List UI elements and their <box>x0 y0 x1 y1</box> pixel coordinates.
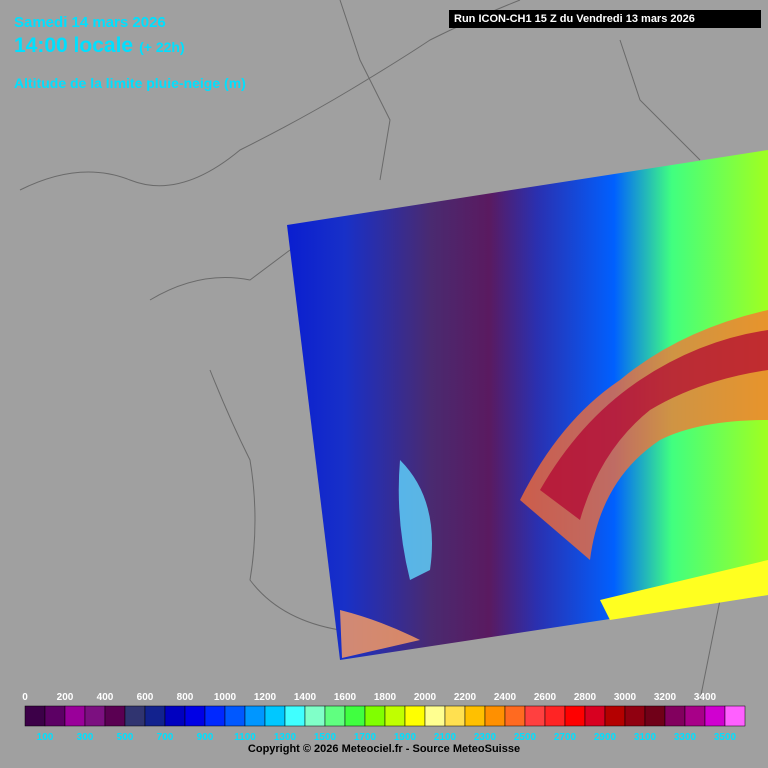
legend-swatch <box>464 705 486 727</box>
legend-swatch <box>44 705 66 727</box>
legend-swatch <box>624 705 646 727</box>
legend-label-bottom: 1300 <box>274 732 297 743</box>
legend-label-bottom: 3100 <box>634 732 657 743</box>
product: Altitude de la limite pluie-neige (m) <box>14 75 246 91</box>
legend-swatch <box>524 705 546 727</box>
legend-swatch <box>444 705 466 727</box>
legend-swatch <box>704 705 726 727</box>
legend-swatch <box>304 705 326 727</box>
legend-label-top: 400 <box>97 692 114 703</box>
legend-swatch <box>504 705 526 727</box>
legend-label-top: 3000 <box>614 692 637 703</box>
legend-label-bottom: 900 <box>197 732 214 743</box>
legend-label-top: 800 <box>177 692 194 703</box>
legend-label-bottom: 3500 <box>714 732 737 743</box>
legend-label-bottom: 2300 <box>474 732 497 743</box>
legend-label-bottom: 1100 <box>234 732 256 743</box>
light-patch <box>398 460 432 580</box>
legend-swatch <box>184 705 206 727</box>
legend-swatch <box>64 705 86 727</box>
date: Samedi 14 mars 2026 <box>14 14 166 31</box>
alps-peak <box>540 330 768 520</box>
legend: 0 200 400 600 800 1000 1200 1400 1600 1800 2000 220… <box>22 692 746 743</box>
legend-label-top: 2400 <box>494 692 517 703</box>
legend-swatch <box>584 705 606 727</box>
legend-label-top: 2800 <box>574 692 597 703</box>
legend-label-bottom: 1700 <box>354 732 377 743</box>
legend-swatch <box>124 705 146 727</box>
legend-label-top: 200 <box>57 692 74 703</box>
legend-swatch <box>564 705 586 727</box>
legend-label-bottom: 300 <box>77 732 94 743</box>
legend-label-top: 2000 <box>414 692 437 703</box>
legend-swatch <box>224 705 246 727</box>
legend-label-top: 3200 <box>654 692 677 703</box>
lead-time: (+ 22h) <box>139 39 185 55</box>
legend-label-top: 1200 <box>254 692 277 703</box>
run-info: Run ICON-CH1 15 Z du Vendredi 13 mars 20… <box>449 10 761 28</box>
legend-label-bottom: 2700 <box>554 732 577 743</box>
legend-label-bottom: 700 <box>157 732 174 743</box>
legend-swatch <box>604 705 626 727</box>
legend-label-top: 600 <box>137 692 154 703</box>
legend-swatch <box>424 705 446 727</box>
legend-label-top: 2200 <box>454 692 477 703</box>
legend-swatch <box>144 705 166 727</box>
legend-swatch <box>244 705 266 727</box>
legend-swatch <box>484 705 506 727</box>
legend-label-bottom: 500 <box>117 732 134 743</box>
legend-swatch <box>664 705 686 727</box>
legend-swatch <box>344 705 366 727</box>
legend-swatch <box>104 705 126 727</box>
legend-label-bottom: 100 <box>37 732 54 743</box>
legend-swatch <box>84 705 106 727</box>
legend-label-bottom: 3300 <box>674 732 697 743</box>
legend-swatch <box>364 705 386 727</box>
legend-label-bottom: 1500 <box>314 732 337 743</box>
legend-label-top: 0 <box>22 692 28 703</box>
legend-swatch <box>164 705 186 727</box>
legend-label-bottom: 1900 <box>394 732 417 743</box>
legend-swatch <box>284 705 306 727</box>
south-yellow <box>600 560 768 620</box>
time: 14:00 locale (+ 22h) <box>14 34 185 58</box>
legend-swatch <box>324 705 346 727</box>
legend-label-top: 3400 <box>694 692 717 703</box>
time-text: 14:00 locale <box>14 34 134 57</box>
legend-label-top: 1400 <box>294 692 317 703</box>
copyright: Copyright © 2026 Meteociel.fr - Source M… <box>247 743 521 755</box>
legend-label-top: 1800 <box>374 692 397 703</box>
legend-swatch <box>404 705 426 727</box>
legend-swatch <box>544 705 566 727</box>
legend-swatch <box>384 705 406 727</box>
legend-label-top: 1600 <box>334 692 357 703</box>
legend-label-top: 2600 <box>534 692 557 703</box>
legend-label-bottom: 2900 <box>594 732 617 743</box>
legend-label-bottom: 2100 <box>434 732 457 743</box>
legend-label-top: 1000 <box>214 692 237 703</box>
legend-swatch <box>24 705 46 727</box>
legend-swatch <box>684 705 706 727</box>
legend-label-bottom: 2500 <box>514 732 537 743</box>
legend-swatch <box>264 705 286 727</box>
legend-swatch <box>724 705 746 727</box>
pyrenees <box>340 610 420 658</box>
legend-swatch <box>644 705 666 727</box>
legend-swatch <box>204 705 226 727</box>
